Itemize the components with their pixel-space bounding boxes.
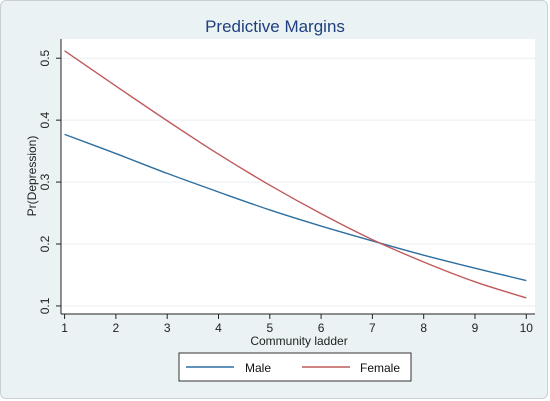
x-tick-label: 4 xyxy=(215,321,222,335)
x-axis-label: Community ladder xyxy=(250,334,347,348)
legend-label-female: Female xyxy=(360,361,400,375)
axes: 0.1 0.2 0.3 0.4 0.5 1 2 3 4 5 6 7 8 9 10 xyxy=(38,39,535,335)
y-tick-label: 0.2 xyxy=(38,235,52,252)
y-tick-label: 0.5 xyxy=(38,50,52,67)
x-tick-label: 9 xyxy=(472,321,479,335)
plot-area xyxy=(61,39,535,314)
x-tick-label: 8 xyxy=(420,321,427,335)
x-tick-label: 6 xyxy=(318,321,325,335)
x-tick-label: 1 xyxy=(61,321,68,335)
legend-label-male: Male xyxy=(245,361,271,375)
y-axis-label: Pr(Depression) xyxy=(25,136,39,217)
y-tick-label: 0.4 xyxy=(38,111,52,128)
y-tick-label: 0.3 xyxy=(38,173,52,190)
series-line-male xyxy=(64,133,527,282)
y-tick-label: 0.1 xyxy=(38,297,52,314)
gridlines xyxy=(61,57,535,307)
x-tick-label: 7 xyxy=(369,321,376,335)
x-tick-label: 10 xyxy=(520,321,534,335)
x-tick-label: 5 xyxy=(266,321,273,335)
x-tick-label: 2 xyxy=(113,321,120,335)
series-line-female xyxy=(64,50,527,299)
chart-title: Predictive Margins xyxy=(205,17,345,36)
series-lines xyxy=(64,50,527,299)
x-tick-label: 3 xyxy=(164,321,171,335)
legend: Male Female xyxy=(178,352,412,382)
